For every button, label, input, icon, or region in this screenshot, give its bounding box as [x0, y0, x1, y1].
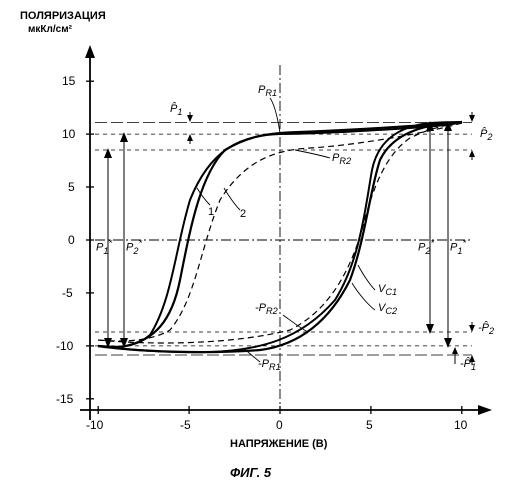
leader-pr1: [270, 98, 280, 133]
label-mpr1: -PR1: [258, 358, 281, 372]
label-pr2: PR2: [332, 152, 351, 166]
ytick-0: 0: [68, 233, 75, 247]
xtick-5: 5: [366, 418, 373, 432]
figure-caption: ФИГ. 5: [230, 465, 271, 480]
label-curve2: 2: [240, 208, 246, 220]
leader-pr2: [295, 150, 330, 158]
x-axis-arrow: [478, 405, 492, 415]
label-mp2hat: -P̂2: [478, 322, 494, 336]
xtick-m5: -5: [180, 418, 191, 432]
leader-2: [224, 188, 240, 210]
leader-mpr2: [283, 315, 308, 332]
leader-vc2: [352, 283, 375, 310]
xtick-0: 0: [276, 418, 283, 432]
ytick-10: 10: [62, 127, 75, 141]
label-p2star-right: P2*: [418, 238, 434, 256]
label-mp1hat: -P̂1: [460, 358, 476, 372]
label-p2star-left: P2*: [126, 238, 142, 256]
figure-container: ПОЛЯРИЗАЦИЯ мкКл/см²: [0, 0, 505, 500]
label-pr1: PR1: [258, 84, 277, 98]
ytick-15: 15: [62, 74, 75, 88]
label-vc1: VC1: [378, 283, 397, 297]
ytick-m15: -15: [56, 392, 73, 406]
label-p2hat: P̂2: [480, 128, 492, 142]
label-p1hat: P̂1: [170, 103, 182, 117]
leader-vc1: [358, 265, 375, 290]
label-mpr2: -PR2: [255, 302, 278, 316]
xtick-m10: -10: [86, 418, 103, 432]
ytick-m10: -10: [56, 339, 73, 353]
label-curve1: 1: [208, 206, 214, 218]
x-axis-title: НАПРЯЖЕНИЕ (В): [230, 438, 327, 450]
ytick-m5: -5: [62, 286, 73, 300]
label-p1star-left: P1*: [96, 238, 112, 256]
xtick-10: 10: [454, 418, 467, 432]
y-axis-arrow: [85, 45, 95, 58]
label-vc2: VC2: [378, 302, 397, 316]
ytick-5: 5: [68, 180, 75, 194]
label-p1star-right: P1*: [450, 238, 466, 256]
